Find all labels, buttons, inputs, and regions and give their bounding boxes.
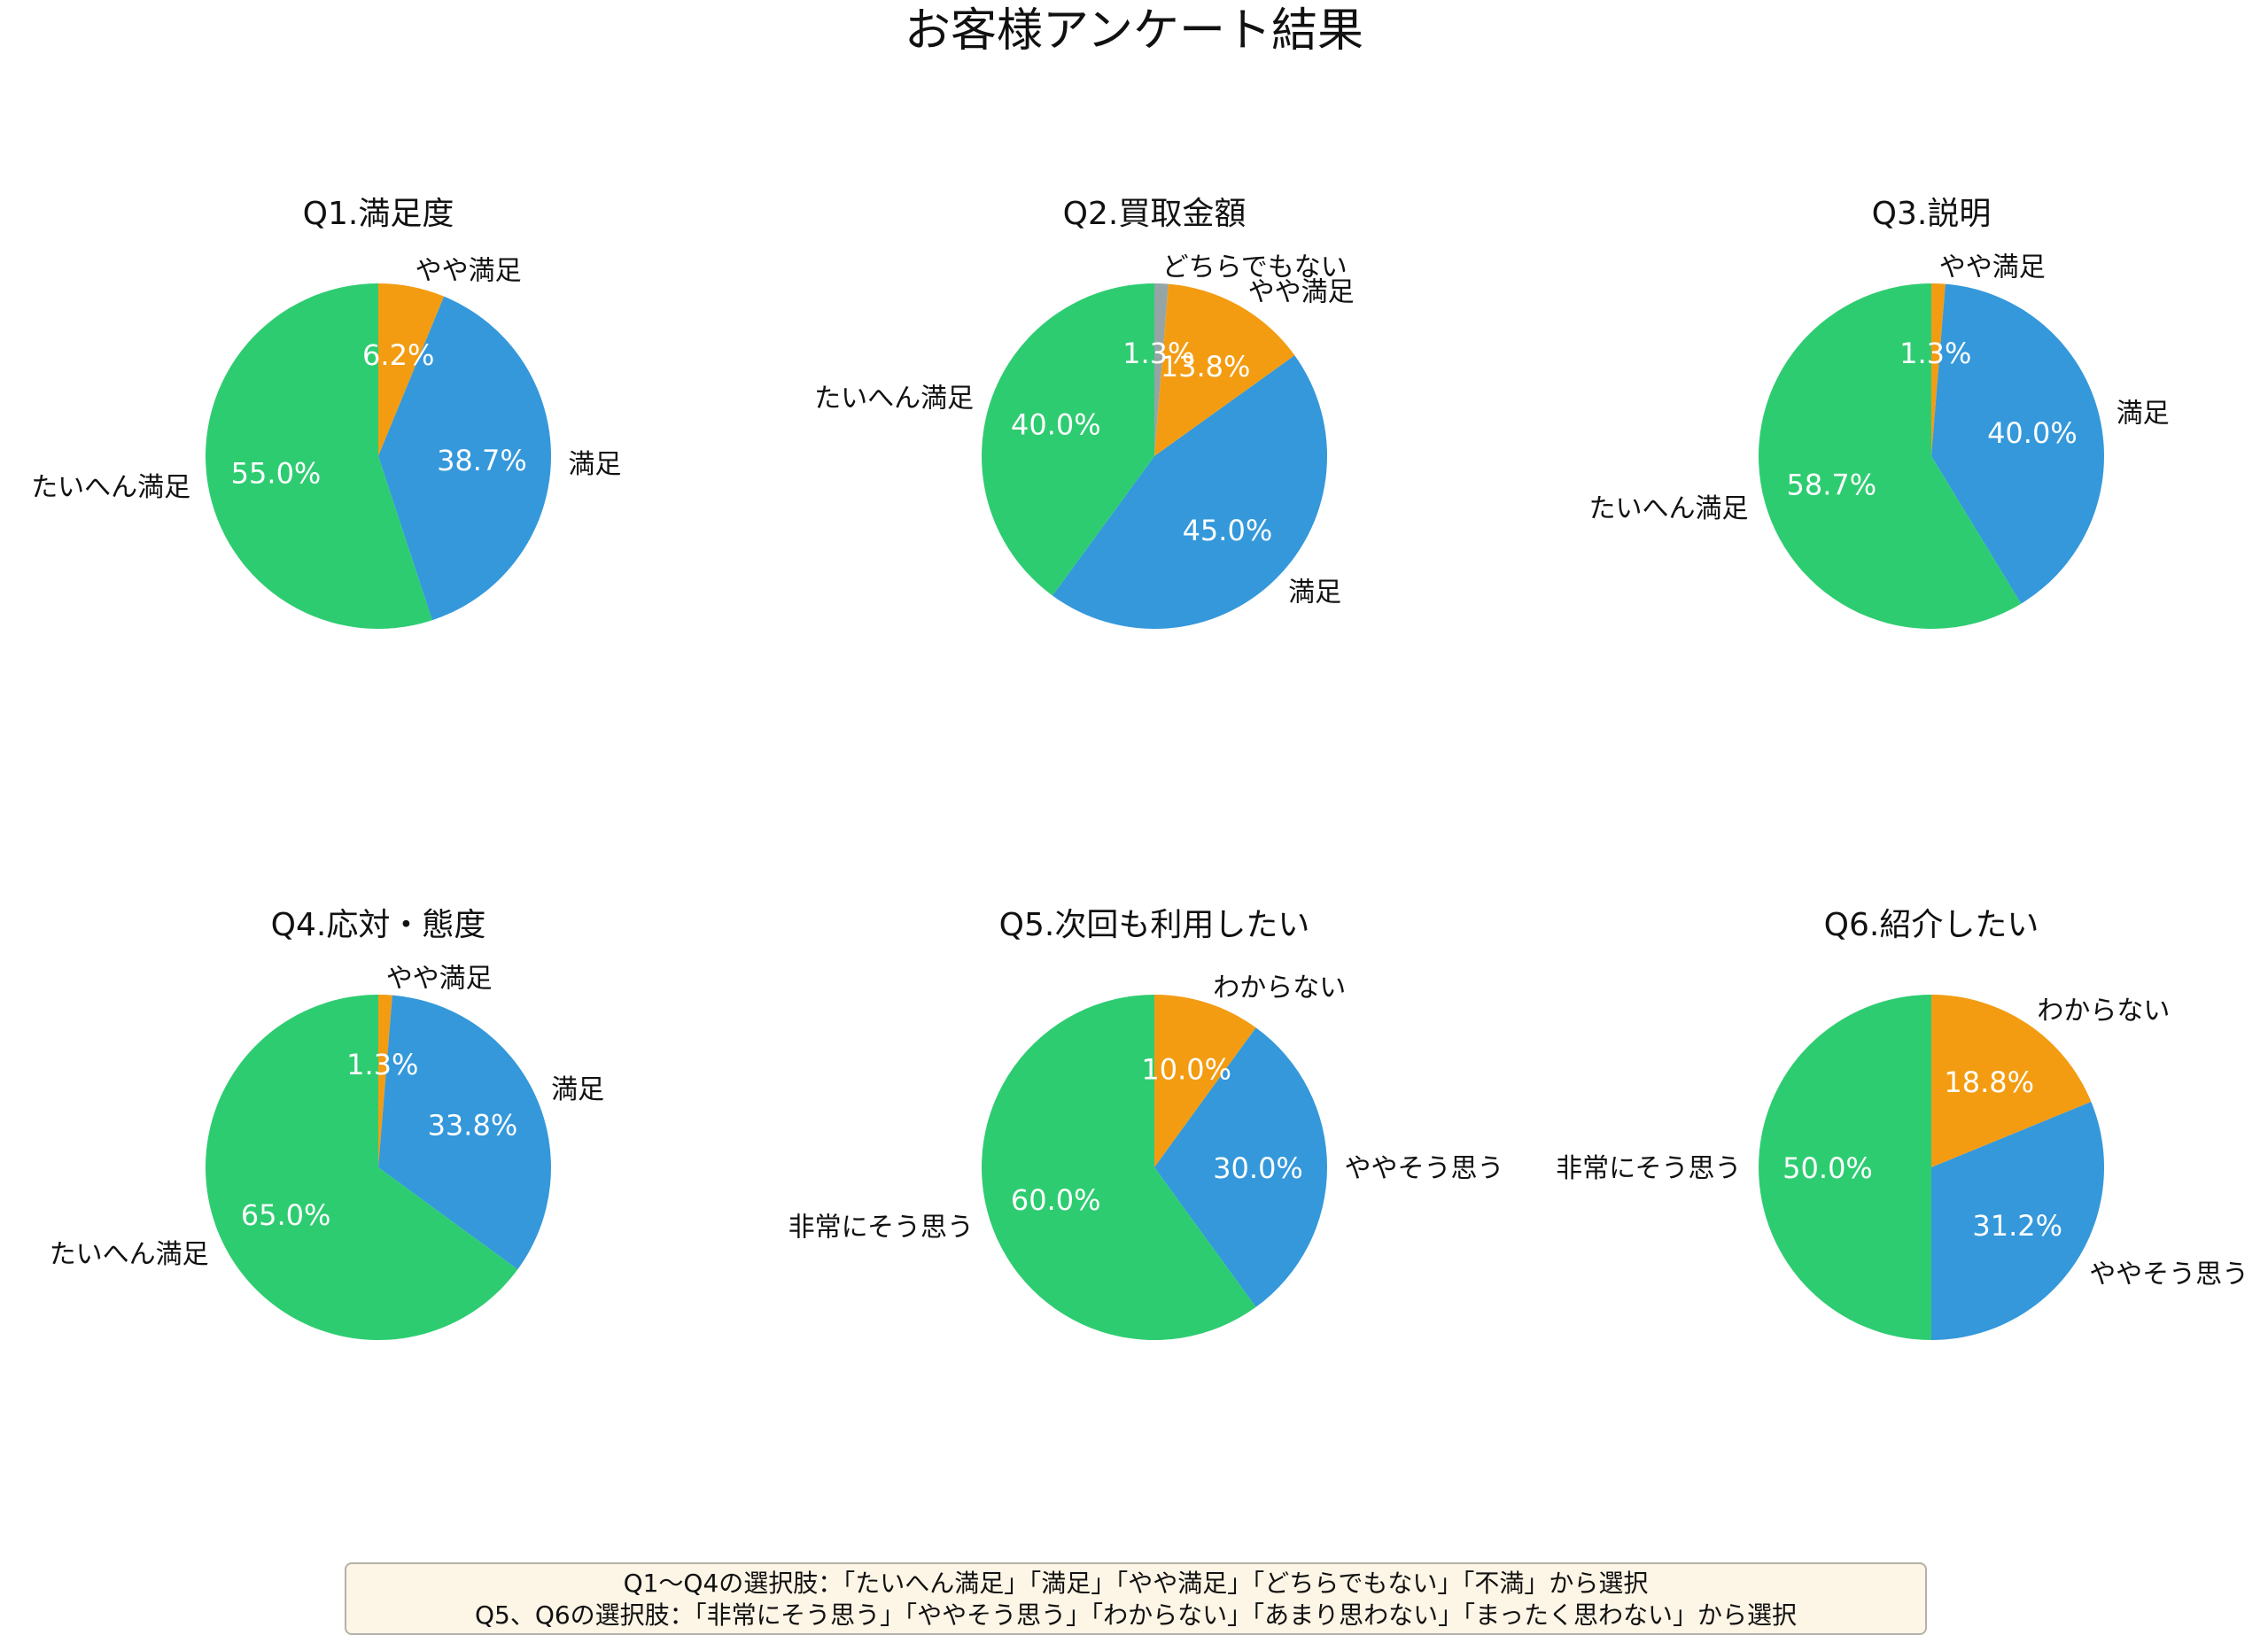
- pie-chart-1: Q1.満足度 6.2% やや満足 38.7% 満足 55.0% たいへん満足: [31, 196, 621, 629]
- slice-percent-label: 33.8%: [428, 1108, 518, 1142]
- note-line-2: Q5、Q6の選択肢：「非常にそう思う」「ややそう思う」「わからない」「あまり思わ…: [474, 1600, 1798, 1630]
- pie-chart-5: Q5.次回も利用したい 10.0% わからない 30.0% ややそう思う 60.0% 非常に…: [788, 907, 1504, 1340]
- slice-percent-label: 6.2%: [362, 338, 434, 372]
- slice-percent-label: 18.8%: [1944, 1065, 2034, 1099]
- chart-title: Q1.満足度: [303, 196, 454, 232]
- chart-title: Q4.応対・態度: [271, 907, 486, 943]
- slice-category-label: 満足: [2117, 399, 2170, 430]
- slice-percent-label: 10.0%: [1141, 1053, 1231, 1087]
- slice-category-label: たいへん満足: [50, 1239, 209, 1270]
- pie-slice-2: [1154, 1027, 1328, 1307]
- pie-slice-3: [1052, 355, 1327, 629]
- pie-slice-1: [378, 995, 392, 1167]
- slice-percent-label: 65.0%: [241, 1198, 331, 1232]
- slice-percent-label: 50.0%: [1783, 1151, 1873, 1185]
- slice-percent-label: 1.3%: [346, 1048, 418, 1081]
- slice-percent-label: 55.0%: [231, 457, 322, 491]
- slice-percent-label: 38.7%: [437, 444, 527, 477]
- slice-category-label: わからない: [2037, 996, 2170, 1027]
- chart-title: Q6.紹介したい: [1824, 907, 2039, 943]
- slice-category-label: たいへん満足: [31, 472, 190, 503]
- pie-slice-2: [1931, 1101, 2105, 1340]
- slice-category-label: やや満足: [1248, 276, 1355, 307]
- slice-percent-label: 45.0%: [1183, 514, 1273, 547]
- slice-category-label: やや満足: [386, 964, 493, 995]
- pie-slice-3: [206, 995, 518, 1340]
- slice-percent-label: 1.3%: [1122, 337, 1194, 370]
- pie-chart-4: Q4.応対・態度 1.3% やや満足 33.8% 満足 65.0% たいへん満足: [50, 907, 604, 1340]
- pie-slice-3: [982, 995, 1256, 1340]
- chart-title: Q5.次回も利用したい: [999, 907, 1310, 943]
- pie-slice-1: [1931, 995, 2092, 1167]
- slice-percent-label: 58.7%: [1786, 469, 1876, 502]
- slice-category-label: ややそう思う: [1345, 1153, 1504, 1184]
- slice-percent-label: 13.8%: [1161, 350, 1251, 384]
- pie-chart-6: Q6.紹介したい 18.8% わからない 31.2% ややそう思う 50.0% 非常にそう思…: [1556, 907, 2249, 1340]
- slice-category-label: たいへん満足: [814, 384, 974, 415]
- slice-category-label: やや満足: [1939, 252, 2046, 283]
- slice-category-label: 満足: [568, 449, 621, 480]
- slice-category-label: ややそう思う: [2089, 1259, 2249, 1290]
- slice-category-label: 満足: [1288, 577, 1341, 608]
- pie-slice-4: [982, 283, 1154, 596]
- pie-slice-2: [1154, 283, 1295, 456]
- pie-slice-1: [1154, 283, 1169, 456]
- pie-chart-3: Q3.説明 1.3% やや満足 40.0% 満足 58.7% たいへん満足: [1589, 196, 2170, 629]
- slice-category-label: わからない: [1213, 972, 1346, 1003]
- slice-percent-label: 60.0%: [1011, 1183, 1101, 1217]
- slice-category-label: 非常にそう思う: [788, 1212, 974, 1243]
- pie-slice-2: [378, 995, 551, 1270]
- slice-category-label: 満足: [551, 1074, 604, 1105]
- slice-percent-label: 1.3%: [1899, 337, 1971, 370]
- pie-slice-1: [1931, 283, 1946, 456]
- pie-slice-3: [1758, 283, 2022, 629]
- slice-percent-label: 40.0%: [1987, 416, 2078, 450]
- page-title: お客様アンケート結果: [905, 4, 1363, 58]
- chart-title: Q3.説明: [1872, 196, 1992, 232]
- slice-category-label: どちらでもない: [1162, 252, 1348, 283]
- pie-slice-3: [206, 283, 432, 629]
- pie-slice-2: [378, 296, 552, 621]
- chart-title: Q2.買取金額: [1063, 196, 1247, 232]
- legend-note-box: Q1〜Q4の選択肢：「たいへん満足」「満足」「やや満足」「どちらでもない」「不満…: [345, 1562, 1927, 1635]
- slice-percent-label: 40.0%: [1011, 408, 1101, 442]
- pie-slice-2: [1931, 283, 2104, 604]
- slice-category-label: 非常にそう思う: [1556, 1153, 1741, 1184]
- slice-percent-label: 30.0%: [1213, 1151, 1303, 1185]
- pie-slice-1: [378, 283, 445, 456]
- slice-category-label: やや満足: [416, 256, 522, 287]
- pie-slice-1: [1154, 995, 1256, 1167]
- slice-percent-label: 31.2%: [1972, 1209, 2062, 1243]
- note-line-1: Q1〜Q4の選択肢：「たいへん満足」「満足」「やや満足」「どちらでもない」「不満…: [623, 1569, 1649, 1598]
- pie-chart-2: Q2.買取金額 1.3% どちらでもない 13.8% やや満足 45.0% 満足 40.0% た…: [814, 196, 1355, 629]
- slice-category-label: たいへん満足: [1589, 493, 1749, 524]
- pie-slice-3: [1759, 995, 1931, 1340]
